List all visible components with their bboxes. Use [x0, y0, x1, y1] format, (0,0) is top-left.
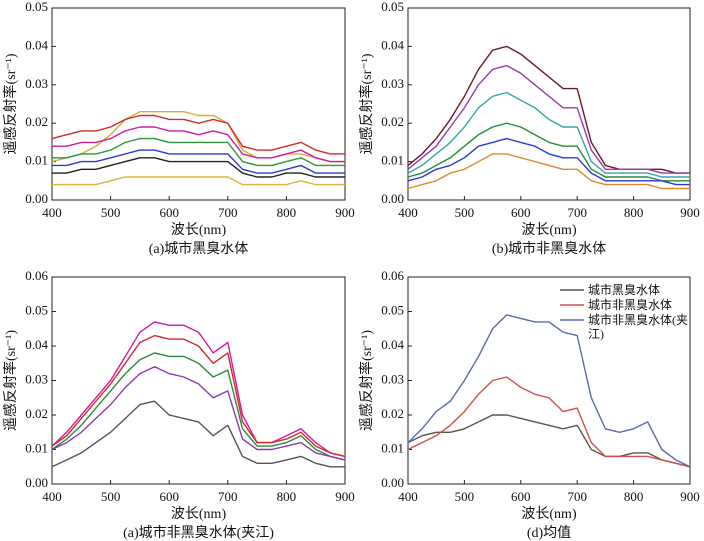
spectrum-line [51, 366, 346, 461]
y-tick-label: 0.04 [25, 337, 48, 352]
x-tick-label: 700 [567, 489, 587, 504]
x-axis-label: 波长(nm) [521, 222, 577, 238]
y-tick-label: 0.06 [381, 268, 404, 283]
y-tick-label: 0.00 [25, 475, 48, 490]
y-axis-label: 遥感反射率(sr⁻¹) [2, 330, 19, 431]
x-tick-label: 700 [218, 489, 238, 504]
caption: (d)均值 [527, 525, 571, 541]
x-tick-label: 600 [511, 489, 531, 504]
caption: (a)城市非黑臭水体(夹江) [123, 524, 274, 541]
y-tick-label: 0.02 [381, 406, 404, 421]
y-axis-label: 遥感反射率(sr⁻¹) [358, 330, 375, 431]
spectrum-line [407, 414, 691, 468]
x-axis-label: 波长(nm) [171, 222, 227, 238]
caption: (b)城市非黑臭水体 [492, 240, 606, 257]
y-tick-label: 0.05 [25, 0, 48, 14]
x-tick-label: 500 [455, 205, 475, 220]
y-tick-label: 0.02 [25, 406, 48, 421]
y-tick-label: 0.05 [381, 302, 404, 317]
spectrum-line [52, 137, 345, 167]
spectrum-line [407, 122, 690, 182]
x-tick-label: 800 [624, 489, 644, 504]
plot-frame [51, 7, 346, 201]
x-tick-label: 900 [680, 205, 700, 220]
spectrum-line [407, 314, 691, 468]
x-tick-label: 400 [398, 489, 418, 504]
spectrum-line [407, 64, 690, 174]
y-tick-label: 0.05 [25, 302, 48, 317]
legend-label: 城市非黑臭水体 [588, 298, 673, 312]
y-tick-label: 0.03 [381, 371, 404, 386]
y-axis-label: 遥感反射率(sr⁻¹) [2, 53, 19, 154]
y-tick-label: 0.01 [25, 440, 48, 455]
spectrum-line [52, 126, 345, 163]
panel: 400 500 600 700 800 900 0.00 0.01 0.02 0.03 0.04 0.… [2, 0, 355, 257]
x-tick-label: 600 [159, 205, 179, 220]
legend-label: 城市黑臭水体 [588, 283, 661, 297]
plot-frame [51, 276, 346, 485]
y-tick-label: 0.00 [381, 475, 404, 490]
panel: 400 500 600 700 800 900 0.00 0.01 0.02 0.03 0.04 0.… [2, 268, 355, 541]
y-tick-label: 0.04 [381, 337, 404, 352]
y-tick-label: 0.06 [25, 268, 48, 283]
spectrum-line [51, 334, 346, 458]
x-tick-label: 800 [277, 489, 297, 504]
y-tick-label: 0.03 [25, 76, 48, 91]
x-tick-label: 400 [42, 205, 62, 220]
y-tick-label: 0.05 [381, 0, 404, 14]
spectrum-line [51, 111, 345, 163]
x-tick-label: 800 [624, 205, 644, 220]
x-tick-label: 500 [101, 489, 121, 504]
spectrum-line [51, 114, 345, 155]
x-tick-label: 400 [42, 489, 62, 504]
x-tick-label: 900 [680, 489, 700, 504]
spectrum-line [407, 91, 690, 178]
x-tick-label: 900 [335, 205, 355, 220]
x-tick-label: 800 [277, 205, 297, 220]
x-tick-label: 600 [159, 489, 179, 504]
x-tick-label: 500 [455, 489, 475, 504]
legend-entry: 城市非黑臭水体(夹江) [588, 313, 688, 341]
y-axis-label: 遥感反射率(sr⁻¹) [358, 53, 375, 154]
y-tick-label: 0.04 [381, 37, 404, 52]
y-tick-label: 0.01 [25, 153, 48, 168]
y-tick-label: 0.03 [381, 76, 404, 91]
spectrum-line [52, 157, 345, 178]
spectrum-line [51, 321, 346, 458]
x-axis-label: 波长(nm) [521, 506, 577, 522]
x-tick-label: 400 [398, 205, 418, 220]
spectrum-line [51, 400, 345, 468]
spectrum-line [52, 176, 345, 186]
y-tick-label: 0.01 [381, 440, 404, 455]
x-tick-label: 700 [218, 205, 238, 220]
caption: (a)城市黑臭水体 [149, 240, 249, 257]
panel: 400 500 600 700 800 900 0.00 0.01 0.02 0.03 0.04 0.… [358, 0, 700, 257]
y-tick-label: 0.04 [25, 37, 48, 52]
legend-label: 城市非黑臭水体(夹江) [588, 313, 688, 341]
x-tick-label: 900 [335, 489, 355, 504]
y-tick-label: 0.00 [381, 191, 404, 206]
x-axis-label: 波长(nm) [171, 506, 227, 522]
legend-entry: 城市黑臭水体 [588, 283, 661, 297]
spectrum-line [407, 137, 690, 186]
x-tick-label: 600 [511, 205, 531, 220]
x-tick-label: 500 [101, 205, 121, 220]
spectrum-line [407, 153, 690, 190]
legend-entry: 城市非黑臭水体 [588, 298, 673, 312]
y-tick-label: 0.03 [25, 371, 48, 386]
spectrum-line [52, 149, 345, 174]
x-tick-label: 700 [567, 205, 587, 220]
spectrum-line [407, 376, 691, 468]
spectrum-line [51, 352, 346, 461]
y-tick-label: 0.02 [381, 114, 404, 129]
y-tick-label: 0.02 [25, 114, 48, 129]
y-tick-label: 0.01 [381, 153, 404, 168]
panel: 400 500 600 700 800 900 0.00 0.01 0.02 0.03 0.04 0.… [358, 268, 700, 541]
plot-frame [407, 7, 691, 201]
y-tick-label: 0.00 [25, 191, 48, 206]
